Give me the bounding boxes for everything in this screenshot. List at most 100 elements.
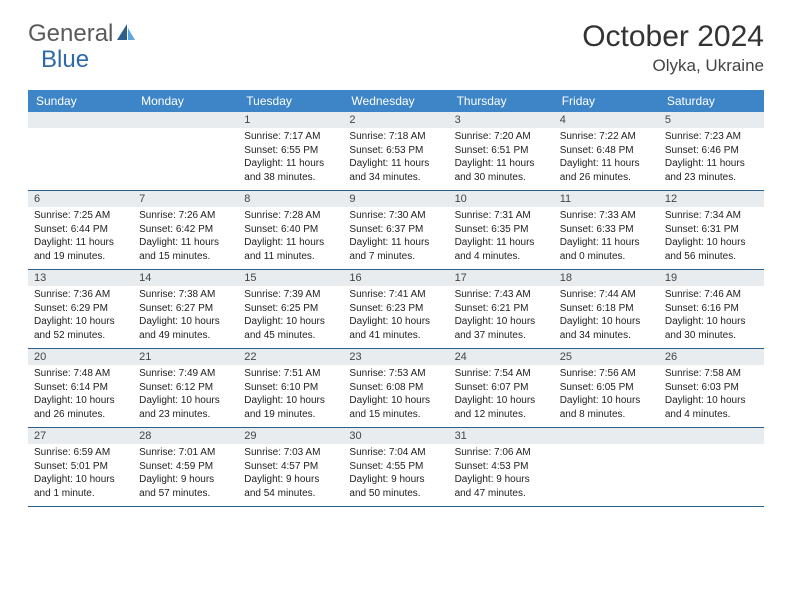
day-number: 28 [133, 428, 238, 444]
day-detail-row: Sunrise: 6:59 AMSunset: 5:01 PMDaylight:… [28, 444, 764, 506]
day-detail: Sunrise: 7:53 AMSunset: 6:08 PMDaylight:… [343, 365, 448, 427]
daylight-text: Daylight: 11 hours and 11 minutes. [244, 236, 337, 263]
sunrise-text: Sunrise: 7:34 AM [665, 209, 758, 223]
daylight-text: Daylight: 11 hours and 4 minutes. [455, 236, 548, 263]
sunrise-text: Sunrise: 7:30 AM [349, 209, 442, 223]
sunset-text: Sunset: 6:25 PM [244, 302, 337, 316]
daylight-text: Daylight: 9 hours and 54 minutes. [244, 473, 337, 500]
week-row: 6789101112Sunrise: 7:25 AMSunset: 6:44 P… [28, 191, 764, 270]
daylight-text: Daylight: 11 hours and 26 minutes. [560, 157, 653, 184]
sunset-text: Sunset: 6:29 PM [34, 302, 127, 316]
sunset-text: Sunset: 4:57 PM [244, 460, 337, 474]
day-detail: Sunrise: 7:44 AMSunset: 6:18 PMDaylight:… [554, 286, 659, 348]
sunrise-text: Sunrise: 7:17 AM [244, 130, 337, 144]
sunrise-text: Sunrise: 7:58 AM [665, 367, 758, 381]
sunrise-text: Sunrise: 6:59 AM [34, 446, 127, 460]
day-detail: Sunrise: 7:22 AMSunset: 6:48 PMDaylight:… [554, 128, 659, 190]
sunrise-text: Sunrise: 7:46 AM [665, 288, 758, 302]
day-number: 15 [238, 270, 343, 286]
sunrise-text: Sunrise: 7:51 AM [244, 367, 337, 381]
sunset-text: Sunset: 6:10 PM [244, 381, 337, 395]
day-number-row: 6789101112 [28, 191, 764, 207]
day-detail: Sunrise: 7:56 AMSunset: 6:05 PMDaylight:… [554, 365, 659, 427]
day-detail: Sunrise: 7:33 AMSunset: 6:33 PMDaylight:… [554, 207, 659, 269]
sunrise-text: Sunrise: 7:53 AM [349, 367, 442, 381]
day-number: 6 [28, 191, 133, 207]
sunset-text: Sunset: 4:59 PM [139, 460, 232, 474]
day-detail: Sunrise: 7:17 AMSunset: 6:55 PMDaylight:… [238, 128, 343, 190]
sunrise-text: Sunrise: 7:41 AM [349, 288, 442, 302]
sunrise-text: Sunrise: 7:43 AM [455, 288, 548, 302]
daylight-text: Daylight: 11 hours and 30 minutes. [455, 157, 548, 184]
calendar: Sunday Monday Tuesday Wednesday Thursday… [28, 90, 764, 507]
sunrise-text: Sunrise: 7:04 AM [349, 446, 442, 460]
day-number: 2 [343, 112, 448, 128]
day-detail [28, 128, 133, 190]
daylight-text: Daylight: 9 hours and 47 minutes. [455, 473, 548, 500]
day-number: 8 [238, 191, 343, 207]
sunrise-text: Sunrise: 7:25 AM [34, 209, 127, 223]
day-detail: Sunrise: 7:48 AMSunset: 6:14 PMDaylight:… [28, 365, 133, 427]
day-number [659, 428, 764, 444]
day-number: 13 [28, 270, 133, 286]
sunset-text: Sunset: 6:44 PM [34, 223, 127, 237]
day-number: 25 [554, 349, 659, 365]
day-number: 24 [449, 349, 554, 365]
day-number: 10 [449, 191, 554, 207]
day-detail: Sunrise: 7:36 AMSunset: 6:29 PMDaylight:… [28, 286, 133, 348]
day-detail: Sunrise: 7:34 AMSunset: 6:31 PMDaylight:… [659, 207, 764, 269]
day-number: 1 [238, 112, 343, 128]
day-number [28, 112, 133, 128]
day-detail: Sunrise: 7:23 AMSunset: 6:46 PMDaylight:… [659, 128, 764, 190]
sunset-text: Sunset: 6:55 PM [244, 144, 337, 158]
day-detail: Sunrise: 7:04 AMSunset: 4:55 PMDaylight:… [343, 444, 448, 506]
day-detail: Sunrise: 7:51 AMSunset: 6:10 PMDaylight:… [238, 365, 343, 427]
sunset-text: Sunset: 6:51 PM [455, 144, 548, 158]
day-header-sun: Sunday [28, 90, 133, 112]
daylight-text: Daylight: 11 hours and 19 minutes. [34, 236, 127, 263]
sunrise-text: Sunrise: 7:44 AM [560, 288, 653, 302]
day-detail: Sunrise: 7:25 AMSunset: 6:44 PMDaylight:… [28, 207, 133, 269]
day-number: 7 [133, 191, 238, 207]
daylight-text: Daylight: 10 hours and 19 minutes. [244, 394, 337, 421]
sunset-text: Sunset: 6:31 PM [665, 223, 758, 237]
day-number [554, 428, 659, 444]
sunrise-text: Sunrise: 7:56 AM [560, 367, 653, 381]
day-number: 5 [659, 112, 764, 128]
sunrise-text: Sunrise: 7:22 AM [560, 130, 653, 144]
day-number [133, 112, 238, 128]
sunrise-text: Sunrise: 7:23 AM [665, 130, 758, 144]
day-number: 20 [28, 349, 133, 365]
sunrise-text: Sunrise: 7:06 AM [455, 446, 548, 460]
sunset-text: Sunset: 6:14 PM [34, 381, 127, 395]
sunset-text: Sunset: 6:53 PM [349, 144, 442, 158]
daylight-text: Daylight: 10 hours and 12 minutes. [455, 394, 548, 421]
sunset-text: Sunset: 6:35 PM [455, 223, 548, 237]
day-header-tue: Tuesday [238, 90, 343, 112]
sunset-text: Sunset: 6:42 PM [139, 223, 232, 237]
sunrise-text: Sunrise: 7:18 AM [349, 130, 442, 144]
day-detail: Sunrise: 7:54 AMSunset: 6:07 PMDaylight:… [449, 365, 554, 427]
sunset-text: Sunset: 6:16 PM [665, 302, 758, 316]
day-detail: Sunrise: 7:03 AMSunset: 4:57 PMDaylight:… [238, 444, 343, 506]
sunrise-text: Sunrise: 7:33 AM [560, 209, 653, 223]
sunrise-text: Sunrise: 7:03 AM [244, 446, 337, 460]
sunrise-text: Sunrise: 7:39 AM [244, 288, 337, 302]
sunset-text: Sunset: 4:53 PM [455, 460, 548, 474]
daylight-text: Daylight: 11 hours and 15 minutes. [139, 236, 232, 263]
sunrise-text: Sunrise: 7:48 AM [34, 367, 127, 381]
daylight-text: Daylight: 10 hours and 52 minutes. [34, 315, 127, 342]
daylight-text: Daylight: 10 hours and 15 minutes. [349, 394, 442, 421]
week-row: 12345Sunrise: 7:17 AMSunset: 6:55 PMDayl… [28, 112, 764, 191]
sunset-text: Sunset: 4:55 PM [349, 460, 442, 474]
day-detail: Sunrise: 7:58 AMSunset: 6:03 PMDaylight:… [659, 365, 764, 427]
sunset-text: Sunset: 6:07 PM [455, 381, 548, 395]
header: General October 2024 Olyka, Ukraine [28, 20, 764, 76]
daylight-text: Daylight: 10 hours and 1 minute. [34, 473, 127, 500]
daylight-text: Daylight: 10 hours and 4 minutes. [665, 394, 758, 421]
sunset-text: Sunset: 6:48 PM [560, 144, 653, 158]
week-row: 13141516171819Sunrise: 7:36 AMSunset: 6:… [28, 270, 764, 349]
day-detail: Sunrise: 7:06 AMSunset: 4:53 PMDaylight:… [449, 444, 554, 506]
day-number-row: 20212223242526 [28, 349, 764, 365]
day-number-row: 12345 [28, 112, 764, 128]
